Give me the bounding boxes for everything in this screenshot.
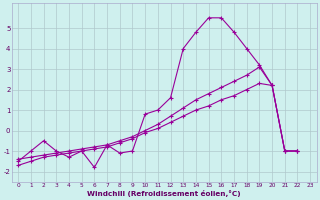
X-axis label: Windchill (Refroidissement éolien,°C): Windchill (Refroidissement éolien,°C) <box>87 190 241 197</box>
